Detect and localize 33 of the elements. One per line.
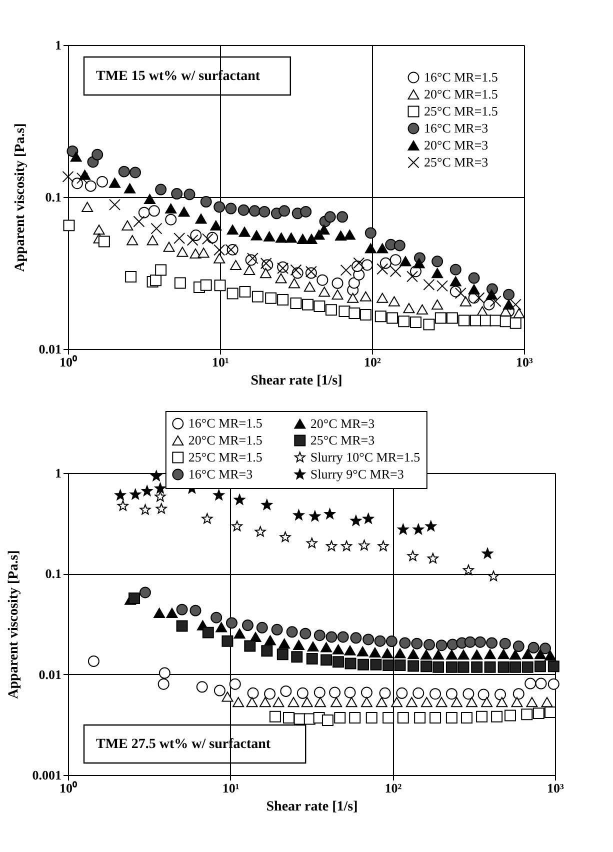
y-tick-label: 0.01 [38, 342, 62, 356]
legend-label: 16°C MR=1.5 [424, 70, 498, 84]
x-tick-label: 10¹ [222, 780, 240, 796]
y-axis-title: Apparent viscosity [Pa.s] [6, 550, 22, 699]
x-tick-label: 10² [364, 354, 382, 370]
y-tick-label: 0.01 [38, 666, 62, 682]
x-tick-label: 10⁰ [60, 780, 78, 796]
legend-label: 16°C MR=1.5 [188, 416, 262, 431]
x-axis-title: Shear rate [1/s] [250, 374, 342, 388]
x-tick-label: 10¹ [212, 354, 230, 370]
y-tick-label: 1 [55, 466, 62, 480]
legend-label: 20°C MR=1.5 [424, 86, 498, 102]
y-tick-label: 0.001 [32, 768, 62, 782]
legend-label: 25°C MR=1.5 [424, 104, 498, 118]
legend-label: 25°C MR=3 [424, 154, 488, 170]
legend-label: 16°C MR=3 [188, 466, 253, 482]
legend-label: 20°C MR=3 [310, 416, 375, 431]
y-tick-label: 1 [55, 38, 62, 52]
legend-label: 20°C MR=1.5 [188, 432, 262, 448]
y-axis-title: Apparent viscosity [Pa.s] [12, 123, 28, 272]
legend-label: 25°C MR=1.5 [188, 450, 262, 464]
x-tick-label: 10² [384, 780, 402, 796]
x-tick-label: 10³ [547, 780, 564, 796]
legend-label: Slurry 9°C MR=3 [310, 466, 404, 482]
legend-label: Slurry 10°C MR=1.5 [310, 450, 420, 464]
y-tick-label: 0.1 [45, 566, 62, 582]
x-axis-title: Shear rate [1/s] [266, 800, 358, 814]
legend-label: 20°C MR=3 [424, 138, 488, 152]
legend-label: 25°C MR=3 [310, 432, 375, 448]
y-tick-label: 0.1 [45, 190, 62, 204]
x-tick-label: 10⁰ [60, 354, 78, 370]
legend-label: 16°C MR=3 [424, 120, 488, 136]
x-tick-label: 10³ [516, 354, 534, 370]
